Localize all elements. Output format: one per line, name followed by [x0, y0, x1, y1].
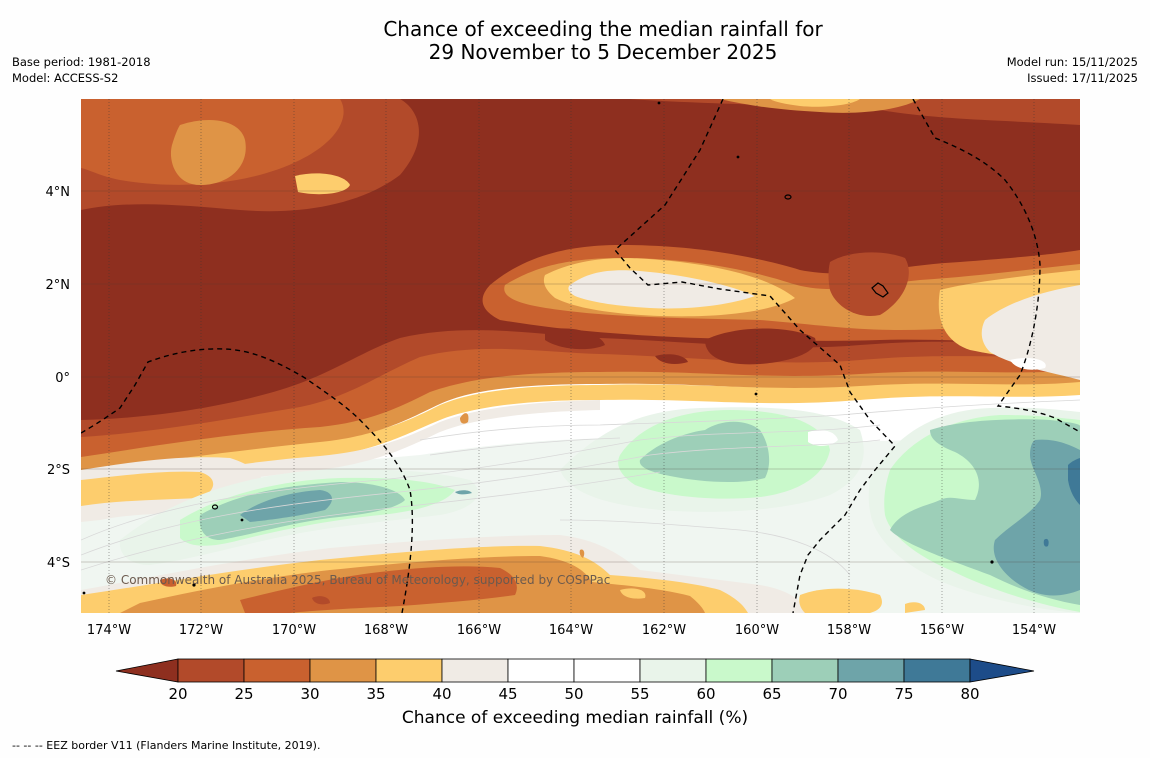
- colorbar-extend-low: [115, 658, 179, 683]
- lon-label-162w: 162°W: [642, 623, 686, 638]
- lon-label-156w: 156°W: [920, 623, 964, 638]
- colorbar-bin-75-80: [903, 658, 971, 683]
- base-period: Base period: 1981-2018: [12, 55, 151, 69]
- colorbar-bin-20-25: [177, 658, 245, 683]
- colorbar-tick: 20: [168, 685, 187, 703]
- lon-label-170w: 170°W: [272, 623, 316, 638]
- lat-label-0: 0°: [55, 371, 70, 386]
- lat-label-4n: 4°N: [46, 185, 71, 200]
- colorbar-extend-high: [969, 658, 1035, 683]
- eez-footnote: -- -- -- EEZ border V11 (Flanders Marine…: [12, 739, 321, 752]
- colorbar-tick: 45: [498, 685, 517, 703]
- colorbar-bin-45-50: [507, 658, 575, 683]
- colorbar-bin-35-40: [375, 658, 443, 683]
- lon-label-160w: 160°W: [735, 623, 779, 638]
- colorbar-bin-50-55: [573, 658, 641, 683]
- lon-label-154w: 154°W: [1012, 623, 1056, 638]
- colorbar-tick: 60: [696, 685, 715, 703]
- map-title: Chance of exceeding the median rainfall …: [300, 18, 906, 64]
- colorbar-tick: 70: [828, 685, 847, 703]
- lon-label-158w: 158°W: [827, 623, 871, 638]
- islands: [82, 101, 994, 595]
- colorbar-bin-60-65: [705, 658, 773, 683]
- colorbar-bin-30-35: [309, 658, 377, 683]
- model-name: Model: ACCESS-S2: [12, 71, 119, 85]
- copyright-text: © Commonwealth of Australia 2025, Bureau…: [105, 573, 610, 587]
- map-field: © Commonwealth of Australia 2025, Bureau…: [81, 99, 1080, 613]
- graticule: [81, 190, 1080, 563]
- colorbar-tick: 65: [762, 685, 781, 703]
- colorbar-tick: 40: [432, 685, 451, 703]
- colorbar: [115, 658, 1035, 683]
- colorbar-bin-55-60: [639, 658, 707, 683]
- lat-label-2n: 2°N: [46, 278, 71, 293]
- meta-right: Model run: 15/11/2025 Issued: 17/11/2025: [1007, 54, 1138, 86]
- model-run: Model run: 15/11/2025: [1006, 55, 1138, 69]
- lat-label-2s: 2°S: [47, 463, 70, 478]
- title-line-2: 29 November to 5 December 2025: [428, 40, 778, 64]
- title-line-1: Chance of exceeding the median rainfall …: [383, 17, 823, 41]
- colorbar-tick: 50: [564, 685, 583, 703]
- lon-label-172w: 172°W: [179, 623, 223, 638]
- lon-label-164w: 164°W: [549, 623, 593, 638]
- lon-label-168w: 168°W: [364, 623, 408, 638]
- meta-left: Base period: 1981-2018 Model: ACCESS-S2: [12, 54, 151, 86]
- colorbar-tick: 75: [894, 685, 913, 703]
- eez-borders: [81, 99, 1080, 613]
- colorbar-bin-40-45: [441, 658, 509, 683]
- colorbar-bin-25-30: [243, 658, 311, 683]
- colorbar-tick: 25: [234, 685, 253, 703]
- colorbar-bin-70-75: [837, 658, 905, 683]
- issued-date: Issued: 17/11/2025: [1027, 71, 1138, 85]
- lon-label-166w: 166°W: [457, 623, 501, 638]
- colorbar-bin-65-70: [771, 658, 839, 683]
- colorbar-tick: 30: [300, 685, 319, 703]
- lat-label-4s: 4°S: [47, 556, 70, 571]
- colorbar-label: Chance of exceeding median rainfall (%): [401, 708, 749, 728]
- colorbar-tick: 80: [960, 685, 979, 703]
- colorbar-tick: 55: [630, 685, 649, 703]
- lon-label-174w: 174°W: [87, 623, 131, 638]
- colorbar-tick: 35: [366, 685, 385, 703]
